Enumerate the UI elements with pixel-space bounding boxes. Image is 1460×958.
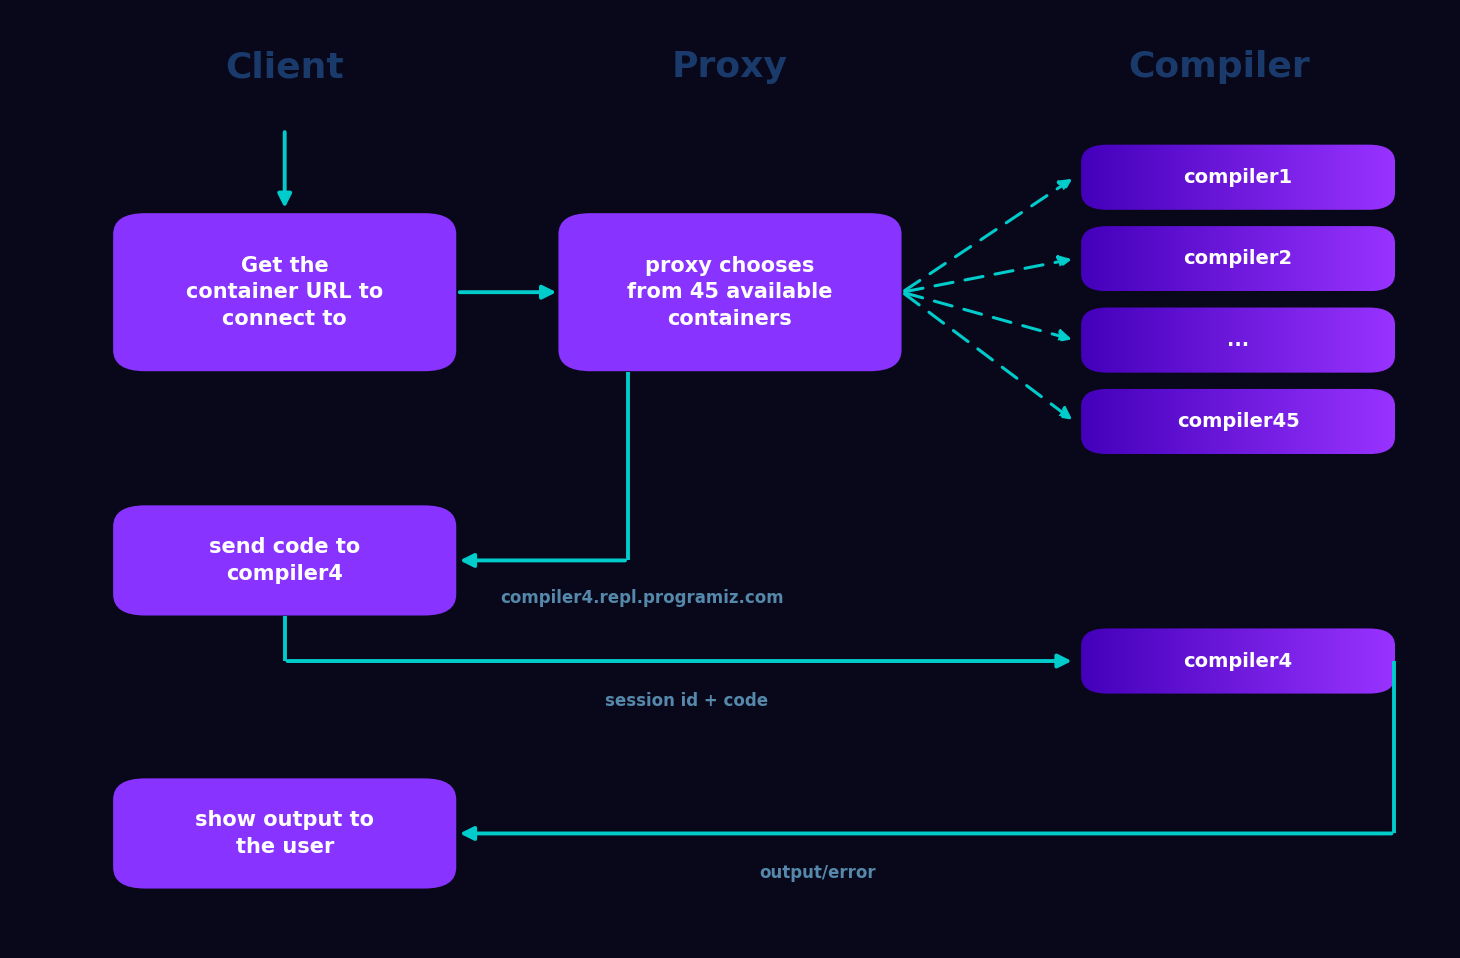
Text: ...: ...: [1226, 331, 1250, 350]
FancyBboxPatch shape: [114, 778, 456, 889]
Text: Proxy: Proxy: [672, 50, 788, 84]
Text: show output to
the user: show output to the user: [196, 810, 374, 856]
FancyBboxPatch shape: [114, 506, 456, 616]
Text: Client: Client: [225, 50, 345, 84]
Text: output/error: output/error: [759, 864, 876, 882]
Text: session id + code: session id + code: [604, 692, 768, 710]
Text: compiler45: compiler45: [1177, 412, 1299, 431]
FancyBboxPatch shape: [558, 214, 901, 372]
Text: compiler1: compiler1: [1184, 168, 1292, 187]
Text: compiler4.repl.programiz.com: compiler4.repl.programiz.com: [501, 589, 784, 607]
Text: proxy chooses
from 45 available
containers: proxy chooses from 45 available containe…: [628, 256, 832, 329]
Text: compiler2: compiler2: [1184, 249, 1292, 268]
Text: compiler4: compiler4: [1184, 651, 1292, 671]
Text: Compiler: Compiler: [1129, 50, 1310, 84]
Text: Get the
container URL to
connect to: Get the container URL to connect to: [185, 256, 384, 329]
Text: send code to
compiler4: send code to compiler4: [209, 537, 361, 583]
FancyBboxPatch shape: [114, 214, 456, 372]
